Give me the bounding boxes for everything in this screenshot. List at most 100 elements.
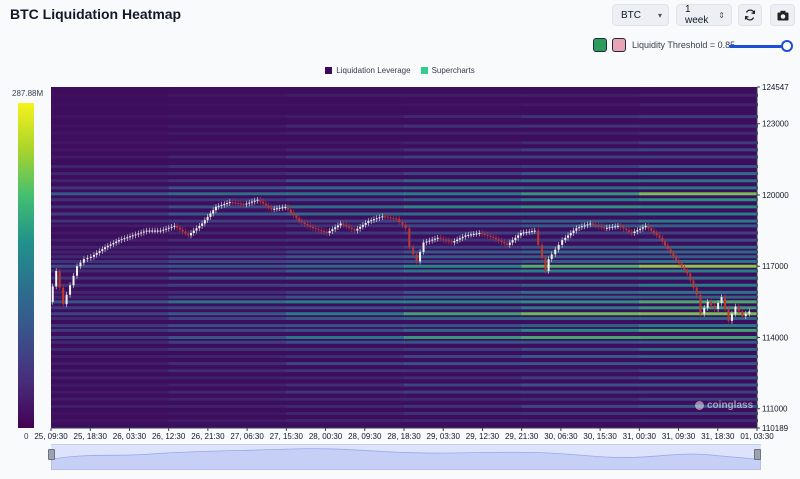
x-tick-label: 31, 00:30 <box>623 432 657 441</box>
price-candle <box>727 308 730 321</box>
range-select[interactable]: 1 week ⇕ <box>676 4 732 26</box>
symbol-select[interactable]: BTC ▾ <box>612 4 669 26</box>
price-candle <box>120 239 123 241</box>
heatmap-band <box>286 212 405 216</box>
price-candle <box>217 205 220 207</box>
legend-item-leverage[interactable]: Liquidation Leverage <box>325 66 411 75</box>
price-candle <box>89 256 92 258</box>
price-candle <box>395 218 398 220</box>
price-candle <box>695 287 698 295</box>
heatmap-band <box>639 328 758 332</box>
price-candle <box>508 242 511 245</box>
navigator-right-handle[interactable] <box>754 449 761 460</box>
heatmap-band <box>286 369 405 373</box>
heatmap-band <box>521 259 641 263</box>
heatmap-band <box>168 259 288 263</box>
threshold-slider-track[interactable] <box>729 45 787 48</box>
refresh-button[interactable] <box>738 4 762 26</box>
y-tick-label: 114000 <box>762 333 789 342</box>
price-candle <box>375 218 378 220</box>
y-tick-label: 110189 <box>762 424 789 433</box>
heatmap-band <box>404 269 523 273</box>
heatmap-band <box>168 404 288 408</box>
heatmap-band <box>168 205 288 209</box>
heatmap-band <box>639 198 758 202</box>
legend-item-supercharts[interactable]: Supercharts <box>420 66 475 75</box>
heatmap-band <box>168 340 288 344</box>
heatmap-band <box>51 383 170 387</box>
heatmap-band <box>168 419 288 423</box>
price-candle <box>109 244 112 246</box>
color-scheme-green-swatch[interactable] <box>593 38 607 52</box>
heatmap-band <box>51 103 170 107</box>
heatmap-band <box>404 245 523 249</box>
price-candle <box>445 239 448 241</box>
price-candle <box>192 230 195 233</box>
x-tick-label: 27, 15:30 <box>270 432 304 441</box>
price-candle <box>639 228 642 231</box>
heatmap-band <box>51 295 170 299</box>
heatmap-band <box>521 93 641 97</box>
heatmap-band <box>404 224 523 228</box>
heatmap-band <box>521 306 641 310</box>
heatmap-band <box>168 335 288 339</box>
price-candle <box>361 224 364 227</box>
heatmap-band <box>404 259 523 263</box>
price-candle <box>214 206 217 211</box>
price-candle <box>669 249 672 253</box>
time-navigator[interactable] <box>50 444 762 471</box>
price-candle <box>628 230 631 232</box>
price-candle <box>478 232 481 234</box>
price-candle <box>198 225 201 229</box>
heatmap-band <box>168 186 288 190</box>
price-candle <box>608 227 611 229</box>
heatmap-band <box>286 269 405 273</box>
price-candle <box>259 199 262 202</box>
heatmap-band <box>51 354 170 358</box>
price-candle <box>353 229 356 231</box>
heatmap-band <box>521 264 641 268</box>
price-candle <box>605 227 608 229</box>
price-candle <box>75 266 78 276</box>
price-candle <box>453 241 456 243</box>
heatmap-band <box>286 419 405 423</box>
price-candle <box>287 206 290 210</box>
price-candle <box>328 231 331 233</box>
heatmap-band <box>404 179 523 183</box>
heatmap-band <box>639 179 758 183</box>
price-candle <box>730 313 733 321</box>
heatmap-band <box>521 198 641 202</box>
heatmap-band <box>168 93 288 97</box>
price-candle <box>467 234 470 236</box>
price-candle <box>248 202 251 204</box>
navigator-left-handle[interactable] <box>48 449 55 460</box>
heatmap-band <box>639 390 758 394</box>
heatmap-band <box>521 219 641 223</box>
price-candle <box>348 226 351 228</box>
heatmap-band <box>168 269 288 273</box>
heatmap-band <box>286 205 405 209</box>
heatmap-band <box>521 148 641 152</box>
price-candle <box>86 257 89 260</box>
price-candle <box>250 201 253 203</box>
colorbar <box>18 103 34 428</box>
y-tick-label: 123000 <box>762 120 789 129</box>
heatmap-band <box>286 164 405 168</box>
screenshot-button[interactable] <box>770 4 795 26</box>
heatmap-band <box>51 205 170 209</box>
heatmap-band <box>404 354 523 358</box>
heatmap-band <box>404 231 523 235</box>
price-candle <box>550 254 553 260</box>
threshold-slider-thumb[interactable] <box>781 40 793 52</box>
color-scheme-pink-swatch[interactable] <box>612 38 626 52</box>
heatmap-band <box>404 390 523 394</box>
heatmap-band <box>168 155 288 159</box>
price-candle <box>672 252 675 257</box>
heatmap-band <box>521 383 641 387</box>
price-candle <box>372 219 375 221</box>
heatmap-band <box>521 231 641 235</box>
heatmap-band <box>51 347 170 351</box>
heatmap-band <box>51 250 170 254</box>
heatmap-band <box>168 283 288 287</box>
